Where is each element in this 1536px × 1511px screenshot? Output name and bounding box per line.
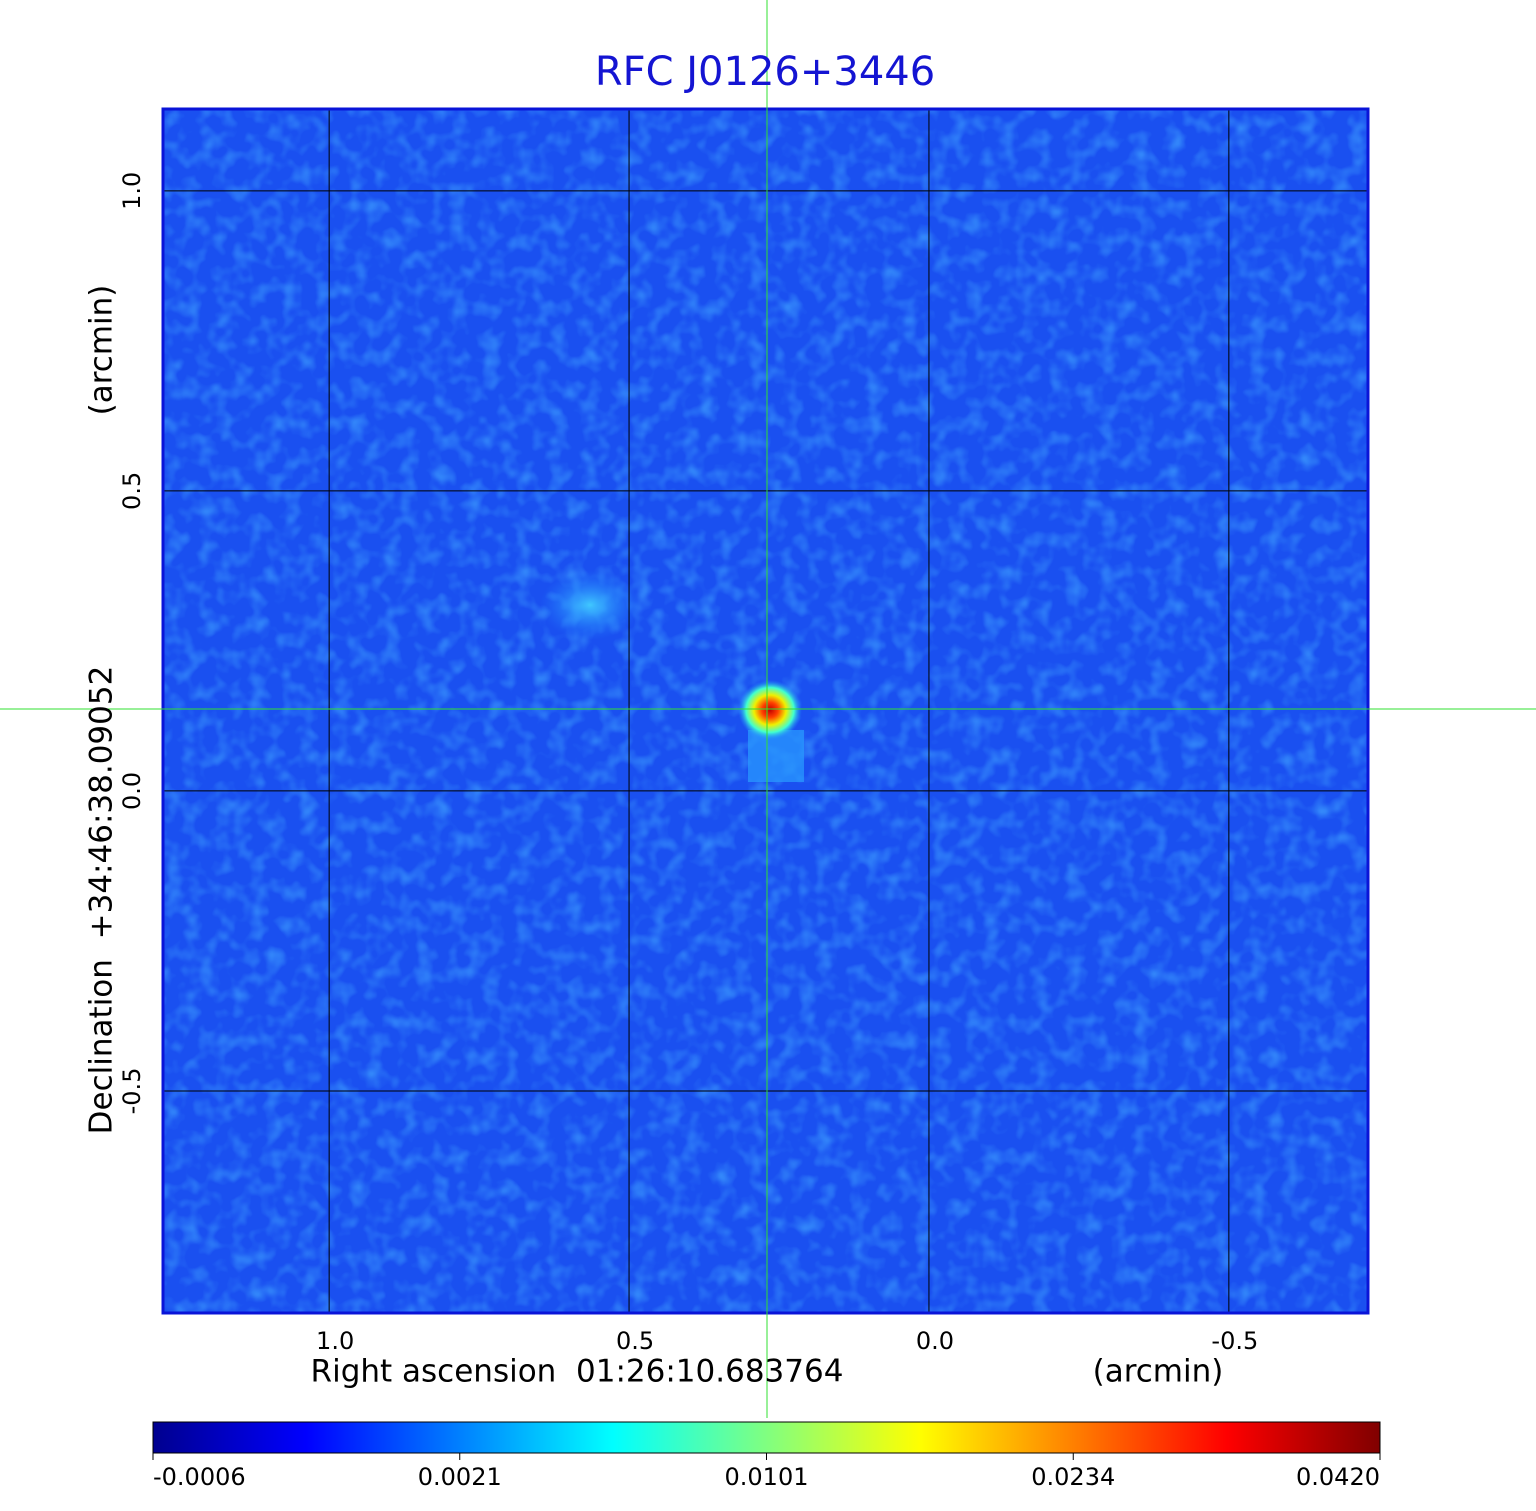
- y-tick-label: -0.5: [118, 1068, 146, 1115]
- x-tick-label: 0.0: [916, 1327, 954, 1355]
- colorbar-tick-label: 0.0021: [418, 1463, 502, 1491]
- colorbar-tick-label: 0.0420: [1296, 1463, 1380, 1491]
- colorbar: [152, 1421, 1381, 1454]
- y-axis-label: Declination +34:46:38.09052: [84, 666, 120, 1135]
- plot-frame: [161, 107, 1370, 1315]
- y-tick-label: 0.0: [118, 772, 146, 810]
- colorbar-tick-label: 0.0234: [1031, 1463, 1115, 1491]
- x-tick-label: 1.0: [316, 1327, 354, 1355]
- y-tick-label: 1.0: [118, 172, 146, 210]
- colorbar-tick-label: 0.0101: [725, 1463, 809, 1491]
- image: [163, 110, 1368, 1313]
- x-axis-unit: (arcmin): [1093, 1354, 1224, 1390]
- colorbar-tick-label: -0.0006: [153, 1463, 246, 1491]
- y-axis-unit: (arcmin): [84, 285, 120, 416]
- source: [738, 680, 802, 740]
- x-tick-label: -0.5: [1211, 1327, 1258, 1355]
- y-tick-label: 0.5: [118, 472, 146, 510]
- secondary-source: [540, 570, 640, 640]
- chart-title: RFC J0126+3446: [595, 49, 935, 95]
- x-axis-label: Right ascension 01:26:10.683764: [311, 1354, 844, 1390]
- x-tick-label: 0.5: [616, 1327, 654, 1355]
